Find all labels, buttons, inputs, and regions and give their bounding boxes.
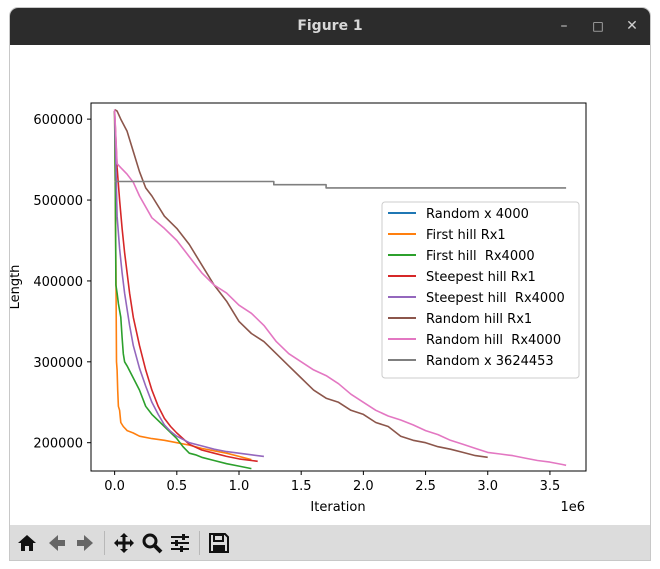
series-line-4 (113, 111, 258, 463)
legend-label: First hill Rx1 (426, 228, 506, 243)
minimize-button[interactable]: – (560, 18, 568, 34)
toolbar-separator (199, 531, 200, 555)
x-tick-label: 1.5 (291, 479, 312, 494)
pan-icon[interactable] (111, 530, 137, 556)
x-axis-label: Iteration (310, 500, 365, 515)
figure-window: Figure 1 – □ ✕ 0.0 0.5 1.0 1.5 2.0 2.5 3.0 3.5 2… (10, 8, 650, 560)
figure-canvas: 0.0 0.5 1.0 1.5 2.0 2.5 3.0 3.5 200000 300000 4000… (10, 45, 650, 525)
legend-label: Random hill Rx1 (426, 312, 532, 327)
x-tick-label: 3.0 (477, 479, 498, 494)
forward-icon[interactable] (72, 530, 98, 556)
y-tick-label: 600000 (33, 113, 83, 128)
series-line-3 (113, 111, 252, 470)
home-icon[interactable] (14, 530, 40, 556)
y-tick-label: 400000 (33, 275, 83, 290)
x-tick-label: 0.0 (104, 479, 125, 494)
legend-box (381, 201, 580, 379)
legend-label: Random hill Rx4000 (426, 333, 561, 348)
line-chart: 0.0 0.5 1.0 1.5 2.0 2.5 3.0 3.5 200000 300000 4000… (10, 102, 587, 515)
y-tick-label: 500000 (33, 194, 83, 209)
x-tick-label: 1.0 (229, 479, 250, 494)
maximize-button[interactable]: □ (592, 19, 604, 33)
x-tick-label: 2.0 (353, 479, 374, 494)
series-line-5 (113, 111, 265, 458)
zoom-icon[interactable] (139, 530, 165, 556)
legend-label: Random x 4000 (426, 207, 529, 222)
save-icon[interactable] (206, 530, 232, 556)
x-tick-label: 2.5 (415, 479, 436, 494)
series-line-7 (113, 109, 567, 467)
toolbar-separator (104, 531, 105, 555)
window-title: Figure 1 (297, 18, 363, 34)
configure-subplots-icon[interactable] (167, 530, 193, 556)
navigation-toolbar (10, 525, 650, 560)
legend: Random x 4000 First hill Rx1 First hill Rx… (381, 201, 580, 379)
x-axis-scale-label: 1e6 (560, 500, 585, 515)
y-tick-label: 300000 (33, 356, 83, 371)
legend-label: Random x 3624453 (426, 354, 554, 369)
series-line-2 (113, 111, 252, 461)
back-icon[interactable] (44, 530, 70, 556)
legend-label: Steepest hill Rx4000 (426, 291, 565, 306)
legend-label: Steepest hill Rx1 (426, 270, 536, 285)
x-tick-label: 0.5 (166, 479, 187, 494)
title-bar: Figure 1 – □ ✕ (10, 8, 650, 45)
close-button[interactable]: ✕ (626, 18, 638, 34)
legend-label: First hill Rx4000 (426, 249, 535, 264)
y-tick-label: 200000 (33, 437, 83, 452)
series-lines (113, 108, 567, 470)
series-line-8 (114, 180, 567, 189)
series-line-6 (114, 108, 488, 459)
y-axis-label: Length (10, 265, 23, 310)
x-tick-label: 3.5 (540, 479, 561, 494)
axes-ticks: 0.0 0.5 1.0 1.5 2.0 2.5 3.0 3.5 200000 300000 4000… (33, 113, 560, 494)
